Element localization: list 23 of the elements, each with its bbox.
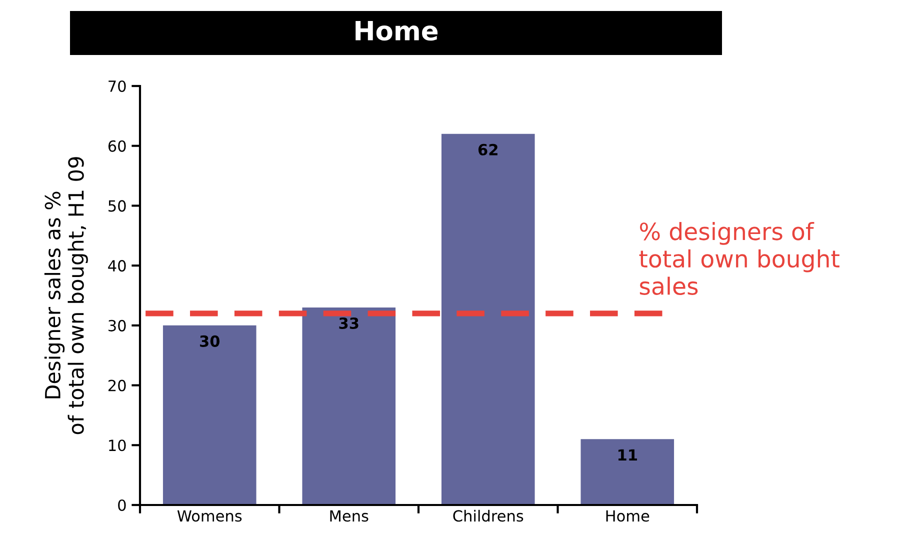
data-label: 33 [339, 317, 358, 330]
y-tick-label: 0 [118, 499, 126, 512]
data-label: 62 [478, 144, 498, 156]
y-tick-label: 60 [108, 140, 126, 152]
y-tick-label: 30 [108, 320, 126, 332]
bar [302, 307, 396, 505]
ref-line-label: % designers of total own bought sales [639, 222, 840, 295]
y-tick-label: 70 [108, 80, 126, 92]
x-tick-label: Childrens [453, 510, 524, 522]
bar [441, 134, 535, 505]
bar [162, 325, 256, 505]
x-tick-label: Womens [177, 510, 242, 522]
y-axis-title: Designer sales as % of total own bought, H1 09 [44, 157, 88, 434]
y-tick-label: 40 [108, 260, 126, 272]
data-label: 30 [200, 335, 220, 347]
chart-title: Home [356, 21, 438, 41]
x-tick-label: Mens [330, 510, 368, 522]
y-tick-label: 50 [108, 200, 126, 212]
data-label: 11 [618, 449, 637, 460]
y-tick-label: 20 [108, 380, 126, 392]
x-tick-label: Home [606, 510, 650, 522]
y-tick-label: 10 [109, 440, 126, 452]
bar [580, 439, 674, 505]
